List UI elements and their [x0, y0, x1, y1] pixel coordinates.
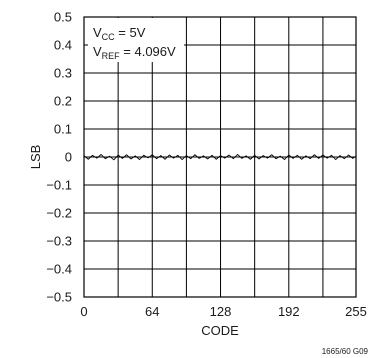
y-tick-label: 0.5	[54, 10, 72, 25]
annotation-vref: VREF = 4.096V	[93, 44, 176, 61]
y-tick-label: −0.5	[46, 290, 72, 305]
x-tick-label: 192	[278, 304, 300, 319]
annotation-background	[88, 18, 184, 62]
y-tick-label: −0.2	[46, 206, 72, 221]
data-series	[83, 154, 357, 161]
y-axis-label: LSB	[28, 145, 43, 170]
y-tick-label: −0.3	[46, 234, 72, 249]
y-tick-label: 0.2	[54, 94, 72, 109]
y-tick-label: 0.1	[54, 122, 72, 137]
y-tick-label: −0.4	[46, 262, 72, 277]
x-tick-label: 0	[80, 304, 87, 319]
x-tick-label: 255	[345, 304, 367, 319]
y-tick-label: 0	[65, 150, 72, 165]
x-tick-labels: 0 64 128 192 255	[80, 304, 366, 319]
figure-code: 1665/60 G09	[322, 347, 369, 356]
y-tick-label: −0.1	[46, 178, 72, 193]
x-axis-label: CODE	[201, 323, 239, 338]
annotation-box: VCC = 5V VREF = 4.096V	[88, 18, 184, 62]
x-tick-label: 64	[145, 304, 159, 319]
annotation-vcc: VCC = 5V	[93, 25, 146, 42]
y-tick-label: 0.3	[54, 66, 72, 81]
y-tick-labels: 0.5 0.4 0.3 0.2 0.1 0 −0.1 −0.2 −0.3 −0.4 −0.5	[46, 10, 72, 305]
y-tick-label: 0.4	[54, 38, 72, 53]
series-line-0	[83, 154, 357, 161]
x-tick-label: 128	[210, 304, 232, 319]
plot-frame	[83, 16, 357, 298]
